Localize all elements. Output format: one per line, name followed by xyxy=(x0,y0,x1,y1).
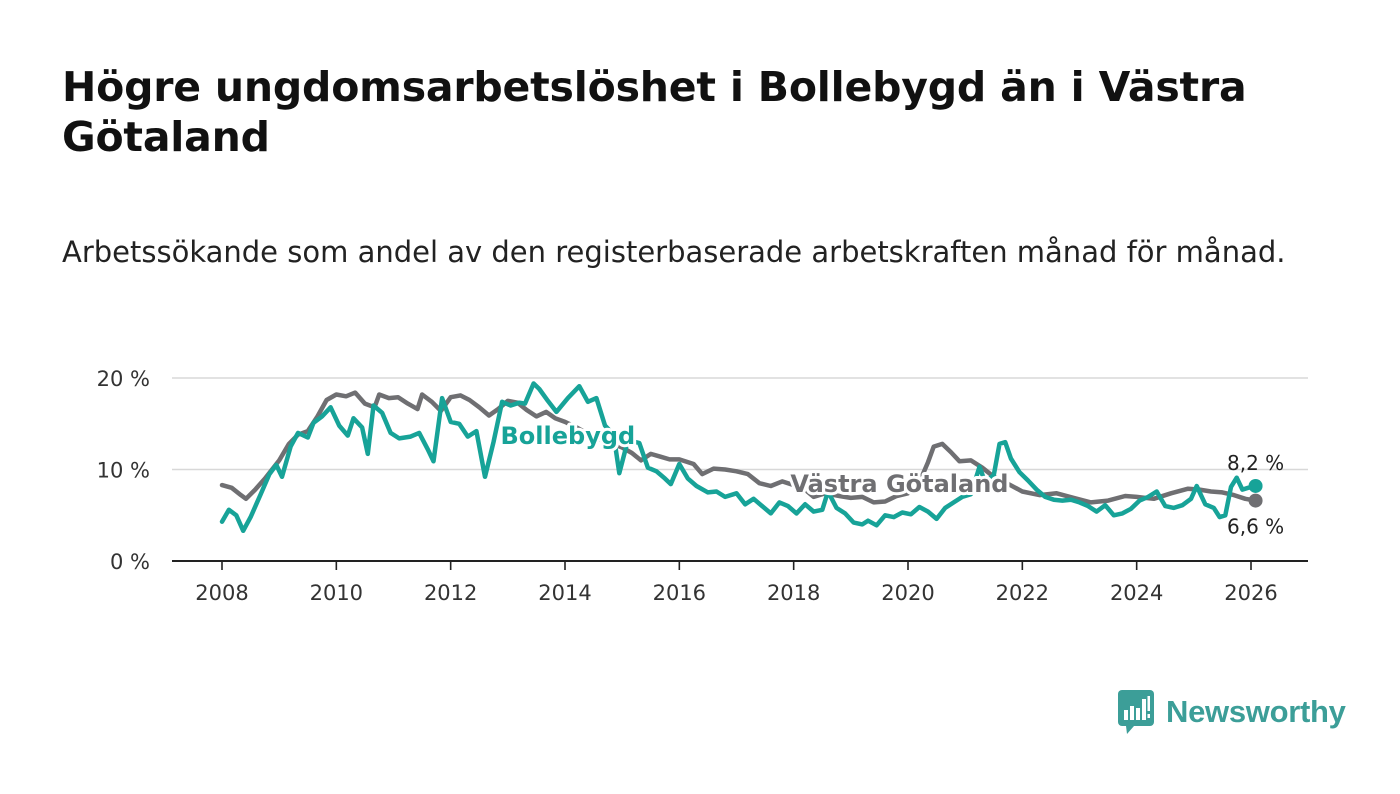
y-tick-label: 0 % xyxy=(110,550,150,574)
x-tick-label: 2020 xyxy=(881,581,934,605)
chart-subtitle: Arbetssökande som andel av den registerb… xyxy=(62,235,1286,269)
x-axis-ticks: 2008 2010 2012 2014 2016 2018 2020 2022 2024 2026 xyxy=(195,561,1278,605)
x-tick-label: 2014 xyxy=(538,581,591,605)
chart-title: Högre ungdomsarbetslöshet i Bollebygd än… xyxy=(62,63,1247,161)
y-axis-ticks: 0 % 10 % 20 % xyxy=(97,367,150,574)
x-tick-label: 2024 xyxy=(1110,581,1163,605)
x-tick-label: 2018 xyxy=(767,581,820,605)
series-name-label: Bollebygd xyxy=(501,422,636,450)
newsworthy-logo: Newsworthy xyxy=(1118,690,1346,734)
x-tick-label: 2026 xyxy=(1224,581,1277,605)
end-value-label: 6,6 % xyxy=(1227,515,1284,539)
x-tick-label: 2022 xyxy=(996,581,1049,605)
series-name-label: Västra Götaland xyxy=(790,470,1008,498)
series-labels: 8,2 % 6,6 % Bollebygd Västra Götaland xyxy=(498,419,1285,539)
series-end-marker xyxy=(1248,478,1263,493)
y-tick-label: 10 % xyxy=(97,459,150,483)
end-value-label: 8,2 % xyxy=(1227,451,1284,475)
series-end-marker xyxy=(1248,493,1263,508)
x-tick-label: 2012 xyxy=(424,581,477,605)
grid xyxy=(172,377,1308,562)
x-tick-label: 2010 xyxy=(310,581,363,605)
series-lines xyxy=(219,381,1263,534)
x-tick-label: 2016 xyxy=(653,581,706,605)
series-line-bollebygd xyxy=(219,381,1258,534)
newsworthy-logo-icon xyxy=(1118,690,1154,734)
y-tick-label: 20 % xyxy=(97,367,150,391)
brand-name: Newsworthy xyxy=(1166,694,1346,729)
x-tick-label: 2008 xyxy=(195,581,248,605)
